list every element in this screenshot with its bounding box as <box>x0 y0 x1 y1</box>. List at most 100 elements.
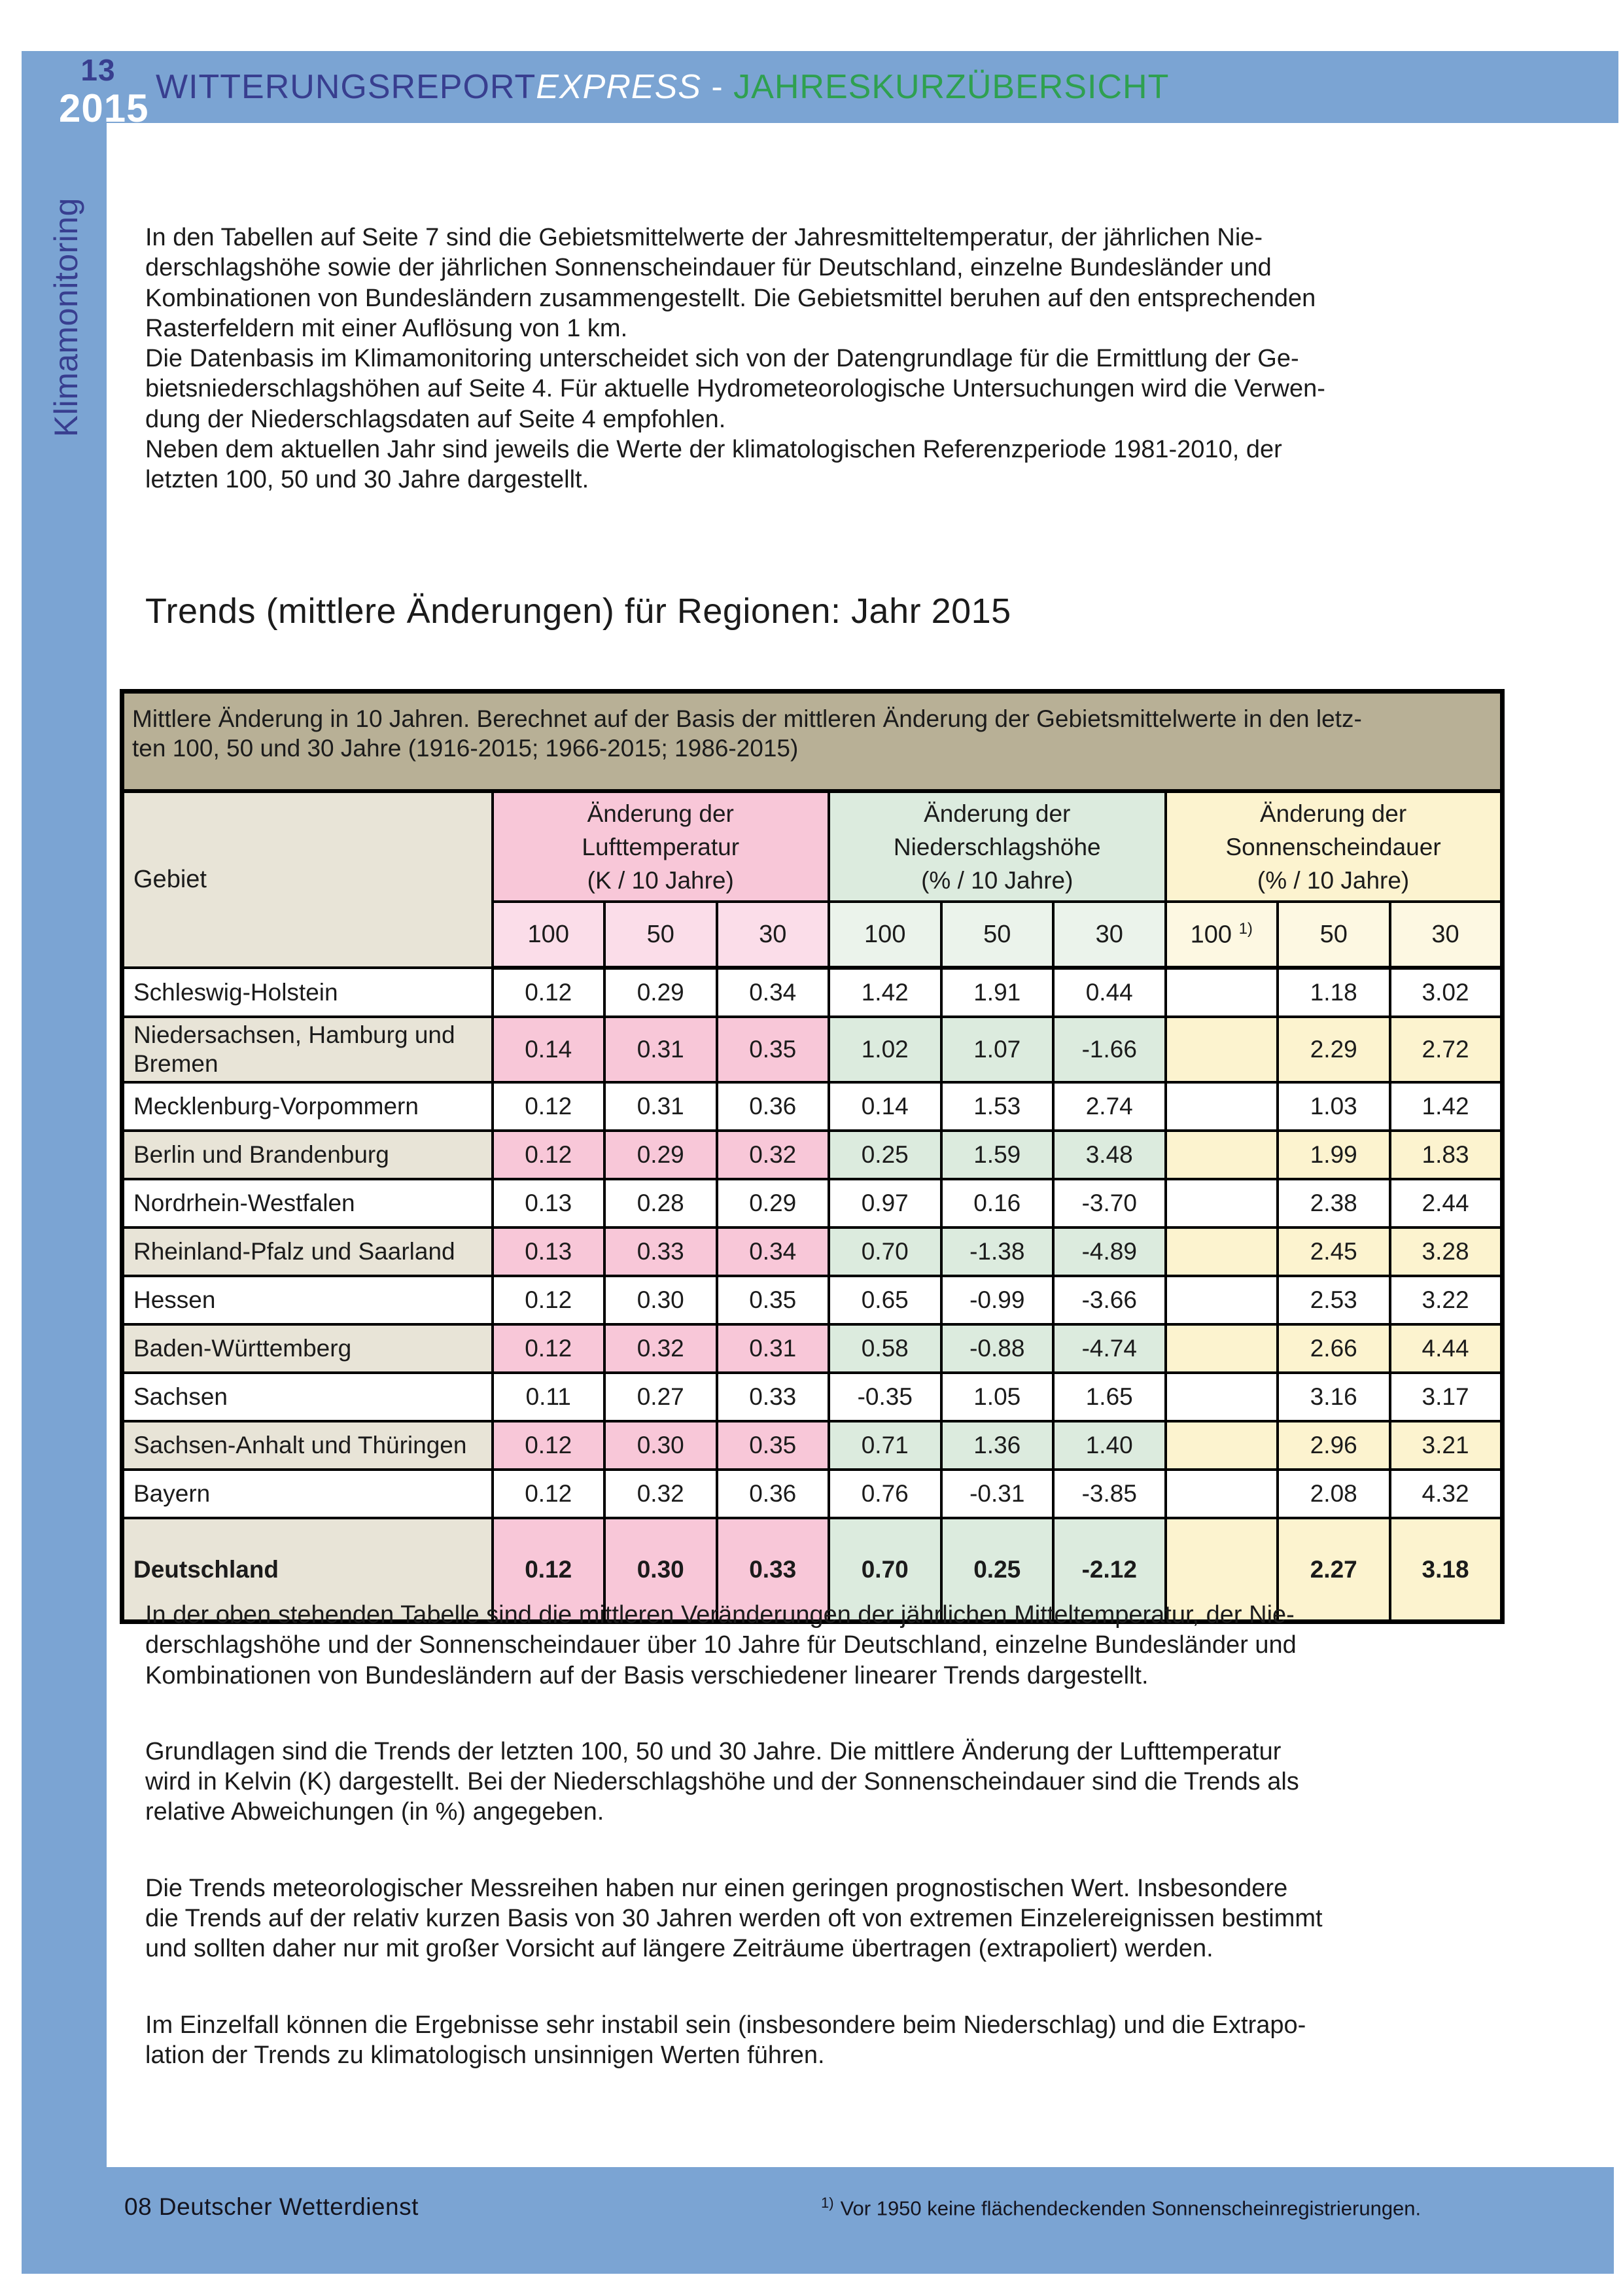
table-row-total: Deutschland 0.12 0.30 0.33 0.70 0.25 -2.12 2.27… <box>120 1517 1504 1623</box>
column-group-temp: Änderung der Lufttemperatur (K / 10 Jahre) <box>491 790 830 903</box>
value-precip-30: -1.66 <box>1052 1016 1167 1084</box>
value-temp-30: 0.33 <box>715 1371 830 1422</box>
value-sun-30: 4.44 <box>1388 1323 1504 1374</box>
value-sun-50: 1.18 <box>1276 966 1391 1018</box>
body-paragraphs: In der oben stehenden Tabelle sind die m… <box>145 1600 1526 2116</box>
value-temp-100: 0.13 <box>491 1178 606 1229</box>
value-precip-50: -1.38 <box>939 1226 1055 1277</box>
value-sun-30: 3.17 <box>1388 1371 1504 1422</box>
value-sun-50: 3.16 <box>1276 1371 1391 1422</box>
title-overview: JAHRESKURZÜBERSICHT <box>733 68 1170 106</box>
value-precip-100: 0.65 <box>828 1275 943 1326</box>
value-sun-100 <box>1164 1323 1279 1374</box>
value-precip-100: 0.76 <box>828 1468 943 1519</box>
value-precip-30: 3.48 <box>1052 1129 1167 1180</box>
value-temp-30: 0.34 <box>715 1226 830 1277</box>
table-row: Berlin und Brandenburg 0.12 0.29 0.32 0.25 1.… <box>120 1129 1504 1180</box>
value-precip-50: 1.07 <box>939 1016 1055 1084</box>
value-temp-30: 0.36 <box>715 1081 830 1132</box>
value-temp-100: 0.12 <box>491 1468 606 1519</box>
value-sun-30: 3.21 <box>1388 1420 1504 1471</box>
value-temp-30: 0.29 <box>715 1178 830 1229</box>
table-row: Nordrhein-Westfalen 0.13 0.28 0.29 0.97 0.16-… <box>120 1178 1504 1229</box>
sidebar-band <box>22 51 107 2274</box>
value-precip-30: 2.74 <box>1052 1081 1167 1132</box>
value-sun-50: 2.27 <box>1276 1517 1391 1623</box>
value-sun-100 <box>1164 1081 1279 1132</box>
value-precip-100: 0.14 <box>828 1081 943 1132</box>
footer-publisher: 08 Deutscher Wetterdienst <box>124 2193 419 2220</box>
value-temp-50: 0.32 <box>603 1468 718 1519</box>
footnote: 1) Vor 1950 keine flächendeckenden Sonnen… <box>821 2195 1421 2220</box>
value-sun-50: 2.29 <box>1276 1016 1391 1084</box>
title-express: EXPRESS <box>536 68 701 106</box>
value-sun-50: 2.38 <box>1276 1178 1391 1229</box>
value-sun-50: 2.45 <box>1276 1226 1391 1277</box>
page-title: WITTERUNGSREPORT EXPRESS - JAHRESKURZÜBER… <box>156 51 1169 123</box>
value-temp-50: 0.30 <box>603 1420 718 1471</box>
value-temp-100: 0.12 <box>491 1517 606 1623</box>
value-sun-50: 2.66 <box>1276 1323 1391 1374</box>
value-sun-100 <box>1164 1275 1279 1326</box>
value-temp-50: 0.33 <box>603 1226 718 1277</box>
gebiet-name: Mecklenburg-Vorpommern <box>120 1081 494 1132</box>
value-precip-30: -4.89 <box>1052 1226 1167 1277</box>
paragraph-3: Die Trends meteorologischer Messreihen h… <box>145 1874 1323 1963</box>
value-sun-100 <box>1164 1517 1279 1623</box>
value-precip-50: -0.88 <box>939 1323 1055 1374</box>
value-precip-30: 1.65 <box>1052 1371 1167 1422</box>
value-precip-50: 1.91 <box>939 966 1055 1018</box>
value-precip-50: -0.31 <box>939 1468 1055 1519</box>
value-sun-30: 2.72 <box>1388 1016 1504 1084</box>
value-temp-30: 0.32 <box>715 1129 830 1180</box>
value-precip-100: 1.02 <box>828 1016 943 1084</box>
value-temp-100: 0.11 <box>491 1371 606 1422</box>
value-precip-50: 1.05 <box>939 1371 1055 1422</box>
value-temp-30: 0.33 <box>715 1517 830 1623</box>
gebiet-name: Schleswig-Holstein <box>120 966 494 1018</box>
value-sun-100 <box>1164 1226 1279 1277</box>
gebiet-name: Baden-Württemberg <box>120 1323 494 1374</box>
gebiet-name: Rheinland-Pfalz und Saarland <box>120 1226 494 1277</box>
value-temp-30: 0.35 <box>715 1016 830 1084</box>
value-temp-50: 0.29 <box>603 1129 718 1180</box>
column-header-sun-100: 100 1) <box>1164 900 1279 970</box>
value-sun-30: 3.22 <box>1388 1275 1504 1326</box>
column-group-precip: Änderung der Niederschlagshöhe (% / 10 Jah… <box>828 790 1167 903</box>
value-sun-50: 2.53 <box>1276 1275 1391 1326</box>
table-subheader-row: 100 50 30 100 50 30 100 1) 50 30 <box>122 900 1504 970</box>
value-sun-50: 1.03 <box>1276 1081 1391 1132</box>
value-temp-50: 0.31 <box>603 1016 718 1084</box>
gebiet-name: Sachsen <box>120 1371 494 1422</box>
gebiet-name: Sachsen-Anhalt und Thüringen <box>120 1420 494 1471</box>
value-precip-50: 0.16 <box>939 1178 1055 1229</box>
value-temp-30: 0.35 <box>715 1275 830 1326</box>
value-precip-100: 0.71 <box>828 1420 943 1471</box>
value-temp-100: 0.13 <box>491 1226 606 1277</box>
value-precip-100: 0.70 <box>828 1517 943 1623</box>
value-temp-100: 0.12 <box>491 1275 606 1326</box>
paragraph-1: In der oben stehenden Tabelle sind die m… <box>145 1601 1297 1689</box>
paragraph-4: Im Einzelfall können die Ergebnisse sehr… <box>145 2011 1306 2069</box>
value-sun-100 <box>1164 1129 1279 1180</box>
value-sun-100 <box>1164 1468 1279 1519</box>
value-temp-100: 0.14 <box>491 1016 606 1084</box>
footnote-mark: 1) <box>821 2195 834 2211</box>
value-temp-50: 0.28 <box>603 1178 718 1229</box>
value-precip-50: -0.99 <box>939 1275 1055 1326</box>
column-header-precip-50: 50 <box>939 900 1055 970</box>
column-header-sun-30: 30 <box>1388 900 1504 970</box>
table-row: Sachsen-Anhalt und Thüringen 0.12 0.30 0.35… <box>120 1420 1504 1471</box>
trends-table-body: Mittlere Änderung in 10 Jahren. Berechne… <box>120 690 1504 1623</box>
issue-number: 13 <box>80 53 116 87</box>
column-header-temp-50: 50 <box>603 900 718 970</box>
value-precip-100: 0.97 <box>828 1178 943 1229</box>
issue-year: 2015 <box>59 86 149 130</box>
gebiet-name: Berlin und Brandenburg <box>120 1129 494 1180</box>
column-header-gebiet: Gebiet <box>120 790 494 969</box>
trends-table: Mittlere Änderung in 10 Jahren. Berechne… <box>120 689 1505 1624</box>
value-precip-30: -3.66 <box>1052 1275 1167 1326</box>
gebiet-name: Niedersachsen, Hamburg und Bremen <box>120 1016 494 1084</box>
value-sun-30: 2.44 <box>1388 1178 1504 1229</box>
value-sun-100 <box>1164 1178 1279 1229</box>
